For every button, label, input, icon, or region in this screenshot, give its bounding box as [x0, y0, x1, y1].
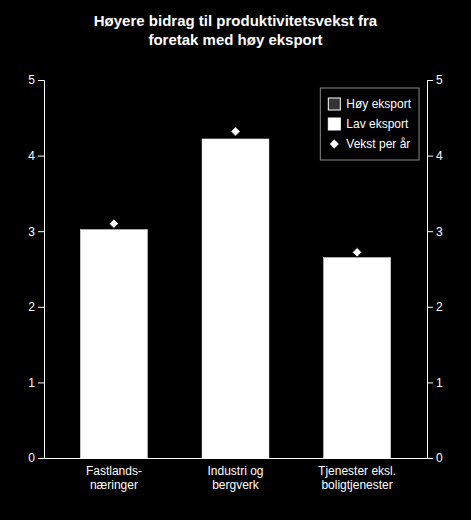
y2-tick-mark	[427, 382, 433, 383]
y2-tick: 5	[427, 73, 443, 87]
y2-tick-label: 0	[436, 451, 443, 465]
y2-tick-mark	[427, 156, 433, 157]
y-tick: 2	[28, 300, 44, 314]
legend-label: Lav eksport	[346, 117, 409, 131]
y2-tick-label: 2	[436, 300, 443, 314]
y2-tick-mark	[427, 458, 433, 459]
legend-item: Høy eksport	[328, 97, 411, 111]
marks	[80, 127, 390, 458]
legend-swatch	[328, 118, 340, 130]
legend-swatch	[330, 140, 339, 149]
y2-tick-mark	[427, 80, 433, 81]
bar	[80, 230, 147, 458]
y-tick: 0	[28, 451, 44, 465]
legend-item: Lav eksport	[328, 117, 409, 131]
point	[109, 219, 118, 228]
y-tick-label: 2	[28, 300, 35, 314]
y-tick-mark	[38, 231, 44, 232]
x-tick-label: Fastlands-næringer	[86, 464, 142, 492]
y2-axis: 0 1 2 3 4 5	[427, 73, 443, 465]
x-tick-label: Industri ogbergverk	[207, 464, 263, 492]
y-tick: 5	[28, 73, 44, 87]
x-tick-label: Tjenester eksl.boligtjenester	[318, 464, 396, 492]
x-tick: Fastlands-næringer	[86, 464, 142, 492]
y-tick: 4	[28, 149, 44, 163]
legend-label: Vekst per år	[346, 137, 410, 151]
y-tick-label: 3	[28, 225, 35, 239]
x-tick: Tjenester eksl.boligtjenester	[318, 464, 396, 492]
y2-tick: 2	[427, 300, 443, 314]
background	[0, 0, 471, 520]
legend-frame	[320, 88, 419, 160]
y-tick-mark	[38, 80, 44, 81]
y-tick: 3	[28, 225, 44, 239]
y-tick-label: 4	[28, 149, 35, 163]
legend-item: Vekst per år	[330, 137, 411, 151]
y2-tick: 1	[427, 376, 443, 390]
y-tick-mark	[38, 156, 44, 157]
y-tick-label: 1	[28, 376, 35, 390]
legend: Høy eksport Lav eksport Vekst per år	[320, 88, 419, 160]
y-tick-mark	[38, 307, 44, 308]
x-axis-line	[45, 458, 428, 459]
point	[352, 248, 361, 257]
y2-axis-line	[428, 81, 434, 459]
title: Høyere bidrag til produktivitetsvekst fr…	[94, 12, 378, 48]
y-tick: 1	[28, 376, 44, 390]
y2-tick-label: 1	[436, 376, 443, 390]
y2-tick-mark	[427, 231, 433, 232]
y-axis: 0 1 2 3 4 5	[28, 73, 44, 465]
y-tick-label: 5	[28, 73, 35, 87]
plot: 0 1 2 3 4 5 0 1 2 3 4 5 Fastlands-næringer Industri o…	[28, 73, 443, 492]
y2-tick-label: 3	[436, 225, 443, 239]
chart: Høyere bidrag til produktivitetsvekst fr…	[0, 0, 471, 520]
y2-tick: 3	[427, 225, 443, 239]
point	[231, 127, 240, 136]
y2-tick-label: 4	[436, 149, 443, 163]
y-tick-mark	[38, 382, 44, 383]
y-tick-label: 0	[28, 451, 35, 465]
y-axis-line	[38, 81, 45, 459]
y2-tick-mark	[427, 307, 433, 308]
x-tick: Industri ogbergverk	[207, 464, 263, 492]
bar	[202, 139, 269, 458]
bar-series	[80, 139, 390, 458]
legend-swatch	[328, 98, 340, 110]
legend-label: Høy eksport	[346, 97, 411, 111]
y2-tick: 4	[427, 149, 443, 163]
bar	[324, 258, 391, 458]
y2-tick: 0	[427, 451, 443, 465]
y2-tick-label: 5	[436, 73, 443, 87]
y-tick-mark	[38, 458, 44, 459]
x-axis: Fastlands-næringer Industri ogbergverk Tje…	[45, 459, 428, 492]
